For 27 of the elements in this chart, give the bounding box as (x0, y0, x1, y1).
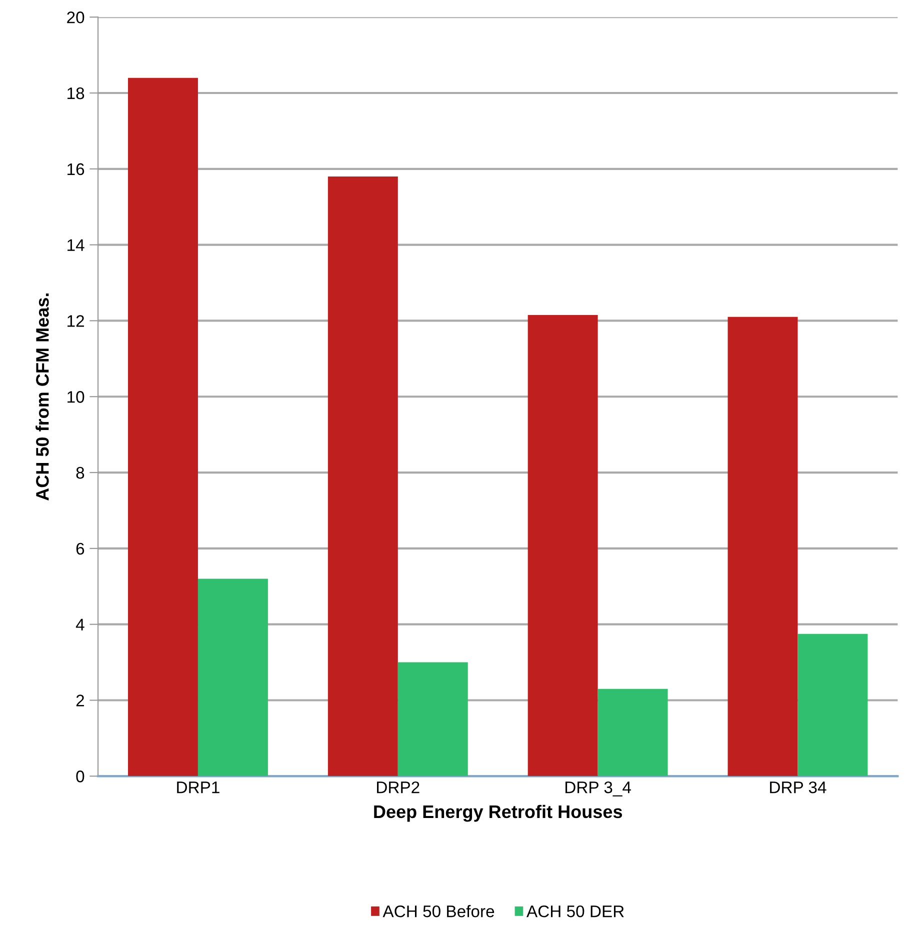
y-tick-label: 16 (68, 163, 84, 176)
x-axis-title: Deep Energy Retrofit Houses (374, 804, 622, 822)
bar (198, 578, 268, 776)
bar (598, 688, 668, 776)
y-tick-label: 18 (68, 87, 84, 100)
bar (328, 176, 398, 776)
bar (798, 634, 868, 776)
x-tick-label: DRP 34 (770, 781, 826, 794)
y-tick-label: 20 (67, 12, 84, 24)
y-tick-label: 8 (76, 466, 84, 479)
x-tick-label: DRP 3_4 (566, 781, 631, 796)
y-tick-label: 14 (68, 239, 84, 251)
legend-label: ACH 50 DER (526, 905, 624, 918)
y-tick-label: 12 (68, 315, 84, 327)
y-tick-label: 2 (76, 694, 84, 706)
bar (728, 316, 798, 776)
legend-label: ACH 50 Before (382, 905, 494, 918)
y-tick-label: 0 (76, 770, 84, 782)
y-tick-label: 4 (76, 618, 84, 630)
y-tick-label: 10 (68, 391, 84, 403)
y-axis-title: ACH 50 from CFM Meas. (36, 294, 49, 501)
bar (398, 662, 468, 776)
bar (528, 315, 598, 776)
bar (128, 78, 198, 776)
x-tick-label: DRP2 (377, 781, 420, 794)
y-tick-label: 6 (76, 542, 84, 555)
x-tick-label: DRP1 (177, 782, 220, 794)
